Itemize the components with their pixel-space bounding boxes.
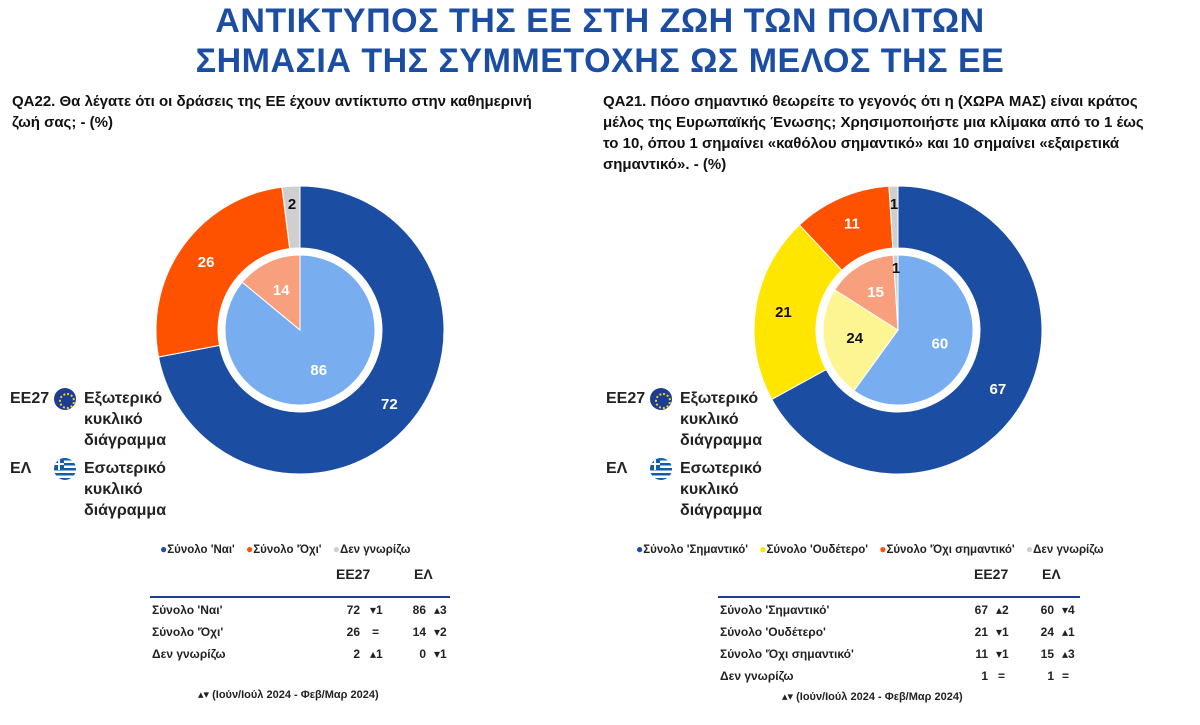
qa21-ΕΕ27-label-1: 21: [775, 304, 792, 321]
qa21-ΕΕ27-label-3: 1: [890, 196, 898, 213]
legend-item-yes: ●Σύνολο 'Ναι': [160, 542, 235, 556]
table-header-eu27: ΕΕ27: [974, 566, 1009, 582]
qa22-ΕΕ27-label-0: 72: [381, 396, 398, 413]
table-row: Σύνολο 'Όχι' 26 = 14 ▾2: [152, 625, 447, 639]
qa21-ΕΛ-slice-0: [853, 254, 974, 406]
table-row: Σύνολο 'Σημαντικό' 67 ▴2 60 ▾4: [720, 603, 1075, 617]
table-rule: [718, 596, 1080, 598]
table-rule: [150, 596, 450, 598]
legend-item-important: ●Σύνολο 'Σημαντικό': [636, 542, 749, 556]
qa21-ΕΕ27-label-0: 67: [990, 381, 1007, 398]
legend-item-dont-know: ●Δεν γνωρίζω: [332, 542, 411, 556]
legend-eu-code: ΕΕ27: [606, 390, 646, 407]
series-legend-left: ●Σύνολο 'Ναι' ●Σύνολο 'Όχι' ●Δεν γνωρίζω: [160, 542, 418, 556]
legend-eu-text: Εξωτερικό κυκλικό διάγραμμα: [680, 390, 763, 449]
eu-flag-icon: [650, 388, 672, 410]
table-header-gr: ΕΛ: [1042, 566, 1061, 582]
series-legend-right: ●Σύνολο 'Σημαντικό' ●Σύνολο 'Ουδέτερο' ●…: [636, 542, 1112, 556]
legend-item-not-important: ●Σύνολο 'Όχι σημαντικό': [879, 542, 1015, 556]
qa22-ΕΛ-slice-1: [241, 254, 301, 332]
table-header-eu27: ΕΕ27: [336, 566, 371, 582]
qa22-ΕΕ27-label-1: 26: [198, 254, 215, 271]
qa21-ΕΕ27-label-2: 11: [844, 216, 860, 233]
qa21-ΕΛ-label-3: 1: [892, 260, 900, 277]
qa21-ΕΛ-label-1: 24: [846, 330, 863, 347]
legend-gr-code: ΕΛ: [606, 460, 628, 477]
table-row: Δεν γνωρίζω 1 = 1 =: [720, 669, 1070, 683]
legend-outer-ring-right: ΕΕ27 Εξωτερικό κυκλικό διάγραμμα: [606, 388, 806, 454]
table-row: Δεν γνωρίζω 2 ▴1 0 ▾1: [152, 647, 447, 661]
legend-eu-text: Εξωτερικό κυκλικό διάγραμμα: [84, 390, 167, 449]
greece-flag-icon: [54, 458, 76, 480]
qa22-ΕΕ27-label-2: 2: [288, 196, 296, 213]
qa21-ΕΛ-label-2: 15: [867, 284, 884, 301]
qa21-ΕΛ-slice-1: [822, 289, 899, 392]
legend-item-dont-know: ●Δεν γνωρίζω: [1025, 542, 1104, 556]
question-qa22: QA22. Θα λέγατε ότι οι δράσεις της ΕΕ έχ…: [12, 93, 532, 131]
legend-inner-ring-right: ΕΛ Εσωτερικό κυκλικό διάγραμμα: [606, 458, 806, 524]
qa22-ΕΛ-label-0: 86: [310, 362, 327, 379]
legend-inner-ring-left: ΕΛ Εσωτερικό κυκλικό διάγραμμα: [10, 458, 210, 524]
table-row: Σύνολο 'Όχι σημαντικό' 11 ▾1 15 ▴3: [720, 647, 1075, 661]
legend-item-neutral: ●Σύνολο 'Ουδέτερο': [759, 542, 868, 556]
page-title-line1: ΑΝΤΙΚΤΥΠΟΣ ΤΗΣ ΕΕ ΣΤΗ ΖΩΗ ΤΩΝ ΠΟΛΙΤΩΝ: [215, 2, 985, 40]
legend-gr-code: ΕΛ: [10, 460, 32, 477]
legend-gr-text: Εσωτερικό κυκλικό διάγραμμα: [84, 460, 167, 519]
page-title-line2: ΣΗΜΑΣΙΑ ΤΗΣ ΣΥΜΜΕΤΟΧΗΣ ΩΣ ΜΕΛΟΣ ΤΗΣ ΕΕ: [195, 42, 1005, 80]
qa21-ΕΛ-label-0: 60: [932, 336, 949, 353]
footnote-left: ▴▾ (Ιούν/Ιούλ 2024 - Φεβ/Μαρ 2024): [198, 689, 379, 701]
legend-gr-text: Εσωτερικό κυκλικό διάγραμμα: [680, 460, 763, 519]
legend-eu-code: ΕΕ27: [10, 390, 50, 407]
table-header-gr: ΕΛ: [414, 566, 433, 582]
eu-flag-icon: [54, 388, 76, 410]
footnote-right: ▴▾ (Ιούν/Ιούλ 2024 - Φεβ/Μαρ 2024): [782, 691, 963, 703]
results-table-right: ΕΕ27 ΕΛ Σύνολο 'Σημαντικό' 67 ▴2 60 ▾4 Σ…: [718, 566, 1080, 688]
donut-chart-qa22: 72 26 2 86 14: [155, 185, 445, 475]
results-table-left: ΕΕ27 ΕΛ Σύνολο 'Ναι' 72 ▾1 86 ▴3 Σύνολο …: [150, 566, 450, 666]
greece-flag-icon: [650, 458, 672, 480]
qa22-ΕΛ-label-1: 14: [273, 282, 290, 299]
legend-item-no: ●Σύνολο 'Όχι': [245, 542, 322, 556]
legend-outer-ring-left: ΕΕ27 Εξωτερικό κυκλικό διάγραμμα: [10, 388, 210, 454]
question-qa21: QA21. Πόσο σημαντικό θεωρείτε το γεγονός…: [603, 93, 1144, 173]
table-row: Σύνολο 'Ναι' 72 ▾1 86 ▴3: [152, 603, 447, 617]
qa21-ΕΛ-slice-3: [892, 254, 899, 331]
qa21-ΕΛ-slice-2: [833, 254, 899, 331]
table-row: Σύνολο 'Ουδέτερο' 21 ▾1 24 ▴1: [720, 625, 1075, 639]
